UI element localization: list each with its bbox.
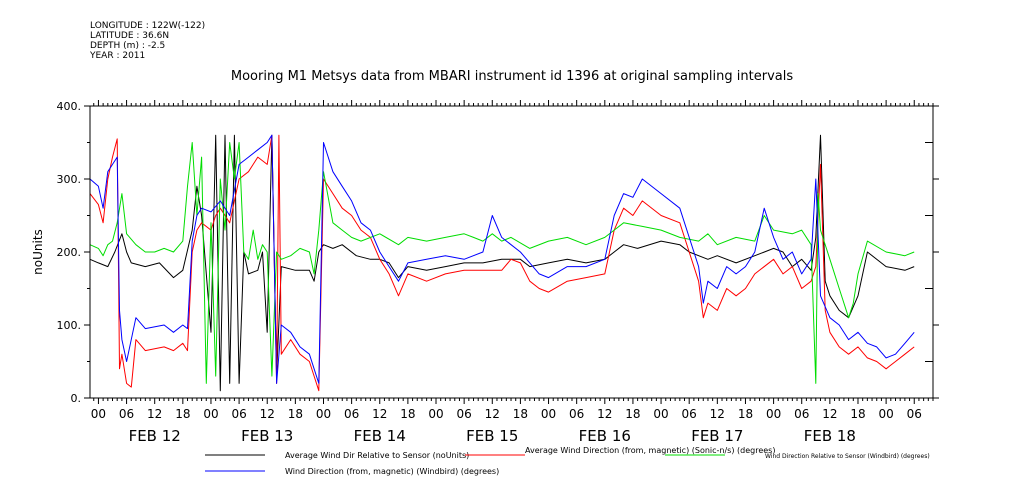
x-tick-label: 12 bbox=[147, 407, 162, 421]
depth-label: DEPTH (m) : -2.5 bbox=[90, 41, 166, 51]
y-axis-label: noUnits bbox=[31, 229, 45, 275]
series-line-3 bbox=[89, 142, 915, 384]
x-day-label: FEB 18 bbox=[804, 427, 856, 445]
x-tick-label: 06 bbox=[231, 407, 246, 421]
legend-label: Average Wind Dir Relative to Sensor (noU… bbox=[285, 451, 469, 460]
year-label: YEAR : 2011 bbox=[90, 51, 146, 61]
x-tick-label: 06 bbox=[569, 407, 584, 421]
longitude-label: LONGITUDE : 122W(-122) bbox=[90, 21, 206, 31]
legend: Average Wind Dir Relative to Sensor (noU… bbox=[205, 446, 930, 476]
x-tick-label: 18 bbox=[738, 407, 753, 421]
x-day-label: FEB 15 bbox=[466, 427, 518, 445]
y-tick-label: 400. bbox=[57, 100, 82, 113]
series-line-4 bbox=[89, 134, 915, 384]
x-tick-label: 06 bbox=[682, 407, 697, 421]
x-day-label: FEB 13 bbox=[241, 427, 293, 445]
x-tick-label: 18 bbox=[400, 407, 415, 421]
x-tick-label: 12 bbox=[822, 407, 837, 421]
x-tick-label: 06 bbox=[344, 407, 359, 421]
metadata-block: LONGITUDE : 122W(-122) LATITUDE : 36.6N … bbox=[90, 21, 205, 61]
x-tick-label: 12 bbox=[710, 407, 725, 421]
x-tick-label: 00 bbox=[428, 407, 443, 421]
series-line-1 bbox=[89, 134, 915, 392]
x-tick-label: 12 bbox=[260, 407, 275, 421]
x-tick-label: 18 bbox=[850, 407, 865, 421]
x-tick-label: 12 bbox=[372, 407, 387, 421]
latitude-label: LATITUDE : 36.6N bbox=[90, 31, 170, 41]
x-tick-label: 06 bbox=[907, 407, 922, 421]
x-tick-label: 18 bbox=[175, 407, 190, 421]
x-tick-label: 18 bbox=[513, 407, 528, 421]
x-tick-label: 12 bbox=[597, 407, 612, 421]
y-tick-label: 0. bbox=[71, 392, 82, 405]
x-day-label: FEB 12 bbox=[129, 427, 181, 445]
x-tick-label: 06 bbox=[119, 407, 134, 421]
series-layer bbox=[89, 134, 915, 392]
y-tick-label: 100. bbox=[57, 319, 82, 332]
x-day-label: FEB 16 bbox=[579, 427, 631, 445]
legend-label: Wind Direction Relative to Sensor (Windb… bbox=[765, 453, 930, 460]
x-tick-label: 12 bbox=[485, 407, 500, 421]
x-tick-label: 00 bbox=[316, 407, 331, 421]
x-tick-label: 18 bbox=[288, 407, 303, 421]
y-tick-label: 200. bbox=[57, 246, 82, 259]
chart-title: Mooring M1 Metsys data from MBARI instru… bbox=[231, 69, 793, 84]
legend-label: Average Wind Direction (from, magnetic) … bbox=[525, 446, 775, 455]
x-day-label: FEB 17 bbox=[691, 427, 743, 445]
axes-layer: 0. 100. 200. 300. 400. 00 06 12 18 00 06 12 18 00 06 12… bbox=[57, 100, 939, 445]
x-tick-label: 18 bbox=[625, 407, 640, 421]
x-tick-label: 06 bbox=[794, 407, 809, 421]
series-line-2 bbox=[89, 134, 915, 392]
x-tick-label: 00 bbox=[541, 407, 556, 421]
x-tick-label: 00 bbox=[878, 407, 893, 421]
x-tick-label: 06 bbox=[457, 407, 472, 421]
x-tick-label: 00 bbox=[203, 407, 218, 421]
x-tick-label: 00 bbox=[653, 407, 668, 421]
x-tick-label: 00 bbox=[766, 407, 781, 421]
x-tick-label: 00 bbox=[91, 407, 106, 421]
y-tick-label: 300. bbox=[57, 173, 82, 186]
x-day-label: FEB 14 bbox=[354, 427, 406, 445]
legend-label: Wind Direction (from, magnetic) (Windbir… bbox=[285, 467, 499, 476]
